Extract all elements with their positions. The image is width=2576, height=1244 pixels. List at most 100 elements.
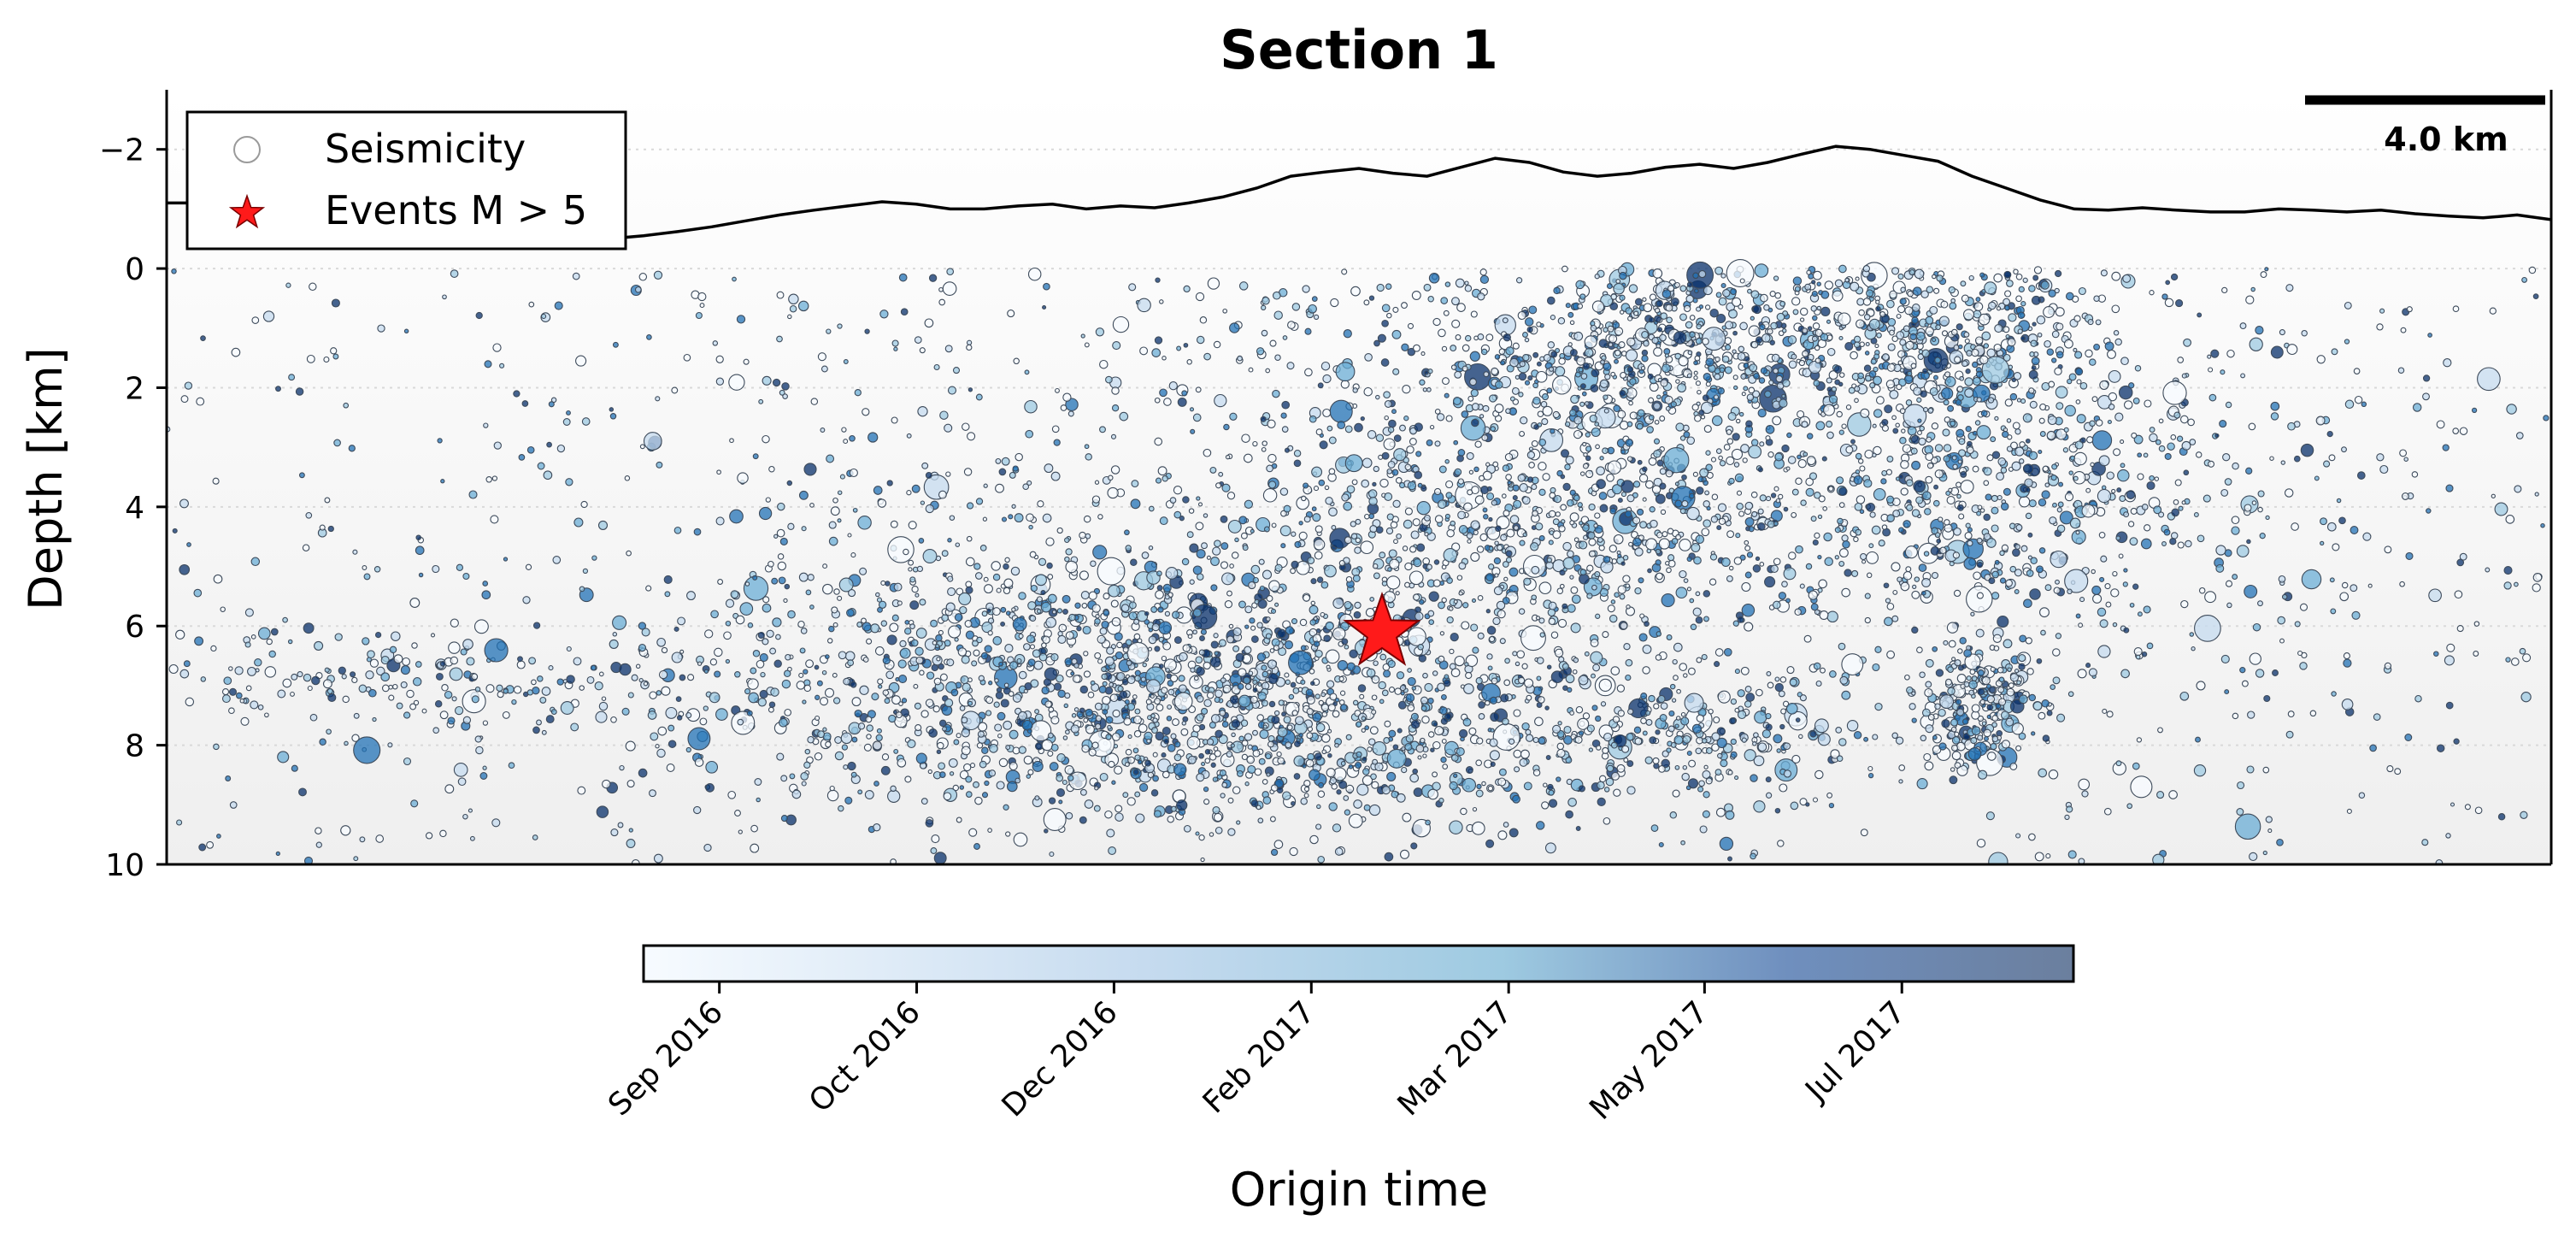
seismicity-point: [1159, 388, 1167, 398]
seismicity-point: [1947, 666, 1954, 673]
seismicity-point: [2068, 470, 2073, 475]
seismicity-point: [2039, 431, 2046, 437]
seismicity-point: [1535, 821, 1545, 830]
seismicity-point: [1478, 701, 1485, 709]
seismicity-point: [1875, 396, 1885, 405]
seismicity-point: [2039, 403, 2047, 411]
seismicity-point: [965, 791, 973, 798]
seismicity-point: [914, 702, 921, 710]
seismicity-point: [1732, 374, 1738, 380]
seismicity-point: [2110, 588, 2120, 598]
seismicity-point: [877, 678, 884, 685]
seismicity-point: [2055, 307, 2065, 317]
seismicity-point: [1368, 804, 1381, 817]
seismicity-point: [2087, 319, 2094, 326]
seismicity-point: [1372, 563, 1379, 569]
seismicity-point: [183, 660, 191, 668]
seismicity-point: [1364, 353, 1373, 362]
seismicity-point: [619, 663, 632, 676]
seismicity-point: [1361, 479, 1370, 488]
seismicity-point: [2445, 701, 2454, 710]
seismicity-point: [1864, 374, 1872, 382]
seismicity-point: [1744, 622, 1754, 632]
seismicity-point: [1486, 492, 1495, 501]
seismicity-point: [2015, 295, 2022, 303]
seismicity-point: [1573, 429, 1583, 439]
seismicity-point: [1299, 618, 1308, 627]
seismicity-point: [1226, 751, 1233, 758]
seismicity-point: [1665, 469, 1673, 478]
seismicity-point: [1371, 781, 1379, 789]
seismicity-point: [1221, 781, 1228, 788]
seismicity-point: [1945, 490, 1951, 496]
seismicity-point: [789, 773, 796, 780]
seismicity-point: [1003, 587, 1011, 595]
seismicity-point: [1453, 439, 1459, 445]
seismicity-point: [1237, 683, 1244, 690]
seismicity-point: [1559, 583, 1565, 589]
seismicity-point: [240, 716, 250, 726]
seismicity-point: [309, 713, 318, 722]
seismicity-point: [266, 638, 273, 646]
seismicity-point: [2111, 271, 2121, 281]
seismicity-point: [1432, 722, 1438, 727]
seismicity-point: [1779, 676, 1787, 683]
seismicity-point: [2239, 667, 2246, 674]
seismicity-point: [1477, 595, 1484, 601]
seismicity-point: [1187, 634, 1193, 640]
seismicity-point: [2170, 434, 2177, 440]
seismicity-point: [1656, 531, 1663, 539]
seismicity-point: [1658, 765, 1666, 773]
seismicity-point: [893, 748, 899, 754]
seismicity-point: [881, 753, 890, 761]
seismicity-point: [1585, 469, 1594, 479]
seismicity-point: [1660, 379, 1668, 387]
seismicity-point: [1954, 731, 1960, 737]
seismicity-point: [898, 675, 908, 684]
seismicity-point: [185, 697, 195, 707]
seismicity-point: [2187, 418, 2195, 427]
seismicity-point: [1613, 343, 1619, 349]
seismicity-point: [1461, 344, 1470, 352]
seismicity-point: [1514, 661, 1520, 667]
seismicity-point: [1102, 695, 1111, 705]
seismicity-point: [1811, 335, 1818, 342]
seismicity-point: [1634, 298, 1643, 306]
seismicity-point: [1656, 299, 1663, 308]
seismicity-point: [1634, 587, 1642, 595]
seismicity-point: [474, 687, 481, 693]
seismicity-point: [2077, 669, 2087, 679]
seismicity-point: [1493, 586, 1503, 596]
seismicity-point: [1004, 644, 1014, 653]
seismicity-point: [1116, 641, 1123, 649]
seismicity-point: [1058, 623, 1067, 633]
seismicity-point: [2023, 463, 2034, 475]
seismicity-point: [1897, 273, 1904, 280]
seismicity-point: [1841, 423, 1847, 429]
seismicity-point: [903, 548, 909, 556]
seismicity-point: [737, 472, 749, 484]
seismicity-point: [1378, 681, 1386, 690]
seismicity-point: [1495, 525, 1502, 533]
seismicity-point: [1950, 767, 1956, 772]
seismicity-point: [392, 683, 398, 690]
seismicity-point: [833, 588, 840, 595]
seismicity-point: [1471, 598, 1477, 603]
seismicity-point: [1402, 545, 1409, 551]
seismicity-point: [1491, 499, 1497, 506]
seismicity-point: [2367, 583, 2373, 588]
seismicity-point: [1757, 467, 1763, 473]
seismicity-point: [1487, 665, 1493, 671]
seismicity-point: [1252, 729, 1258, 736]
seismicity-point: [1629, 411, 1638, 420]
seismicity-point: [1373, 660, 1379, 666]
seismicity-point: [1047, 732, 1054, 739]
seismicity-point: [1662, 391, 1667, 396]
seismicity-point: [1104, 810, 1113, 819]
seismicity-point: [1221, 721, 1229, 728]
seismicity-point: [1623, 758, 1629, 763]
seismicity-point: [1726, 456, 1735, 466]
seismicity-point: [1915, 496, 1924, 504]
seismicity-point: [1971, 348, 1979, 357]
seismicity-point: [778, 576, 786, 585]
